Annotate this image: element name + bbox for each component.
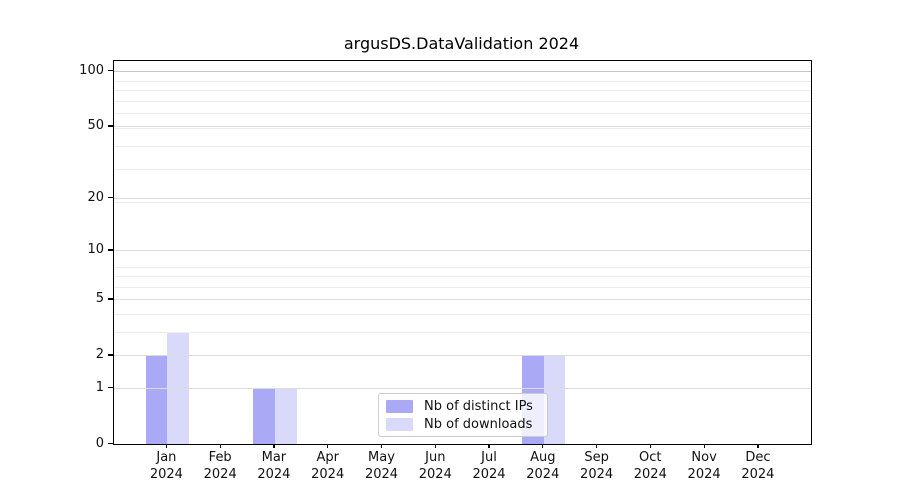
bar-nb-of-distinct-ips-mar (253, 388, 275, 444)
y-tick (108, 387, 113, 389)
x-tick-month: Sep (584, 450, 609, 465)
y-tick (108, 354, 113, 356)
chart-title: argusDS.DataValidation 2024 (343, 34, 580, 53)
bar-nb-of-downloads-mar (274, 388, 297, 444)
x-tick-year: 2024 (364, 467, 399, 482)
x-tick-label-mar: Mar 2024 (242, 449, 306, 483)
y-tick (108, 249, 113, 251)
x-tick-month: Nov (691, 450, 717, 465)
x-tick-label-dec: Dec 2024 (726, 449, 790, 483)
bar-nb-of-downloads-aug (543, 355, 566, 444)
x-tick (649, 444, 651, 448)
x-tick-label-sep: Sep 2024 (565, 449, 629, 483)
y-tick (108, 443, 113, 445)
x-tick (434, 444, 436, 448)
x-tick (165, 444, 168, 448)
x-tick (380, 444, 383, 448)
x-tick-label-feb: Feb 2024 (188, 449, 252, 483)
legend-row-nb-of-distinct-ips: Nb of distinct IPs (386, 399, 539, 414)
legend-label: Nb of downloads (424, 417, 533, 432)
x-tick-month: Mar (261, 450, 287, 465)
x-tick-month: May (368, 450, 395, 465)
x-tick-label-may: May 2024 (350, 449, 414, 483)
x-tick-year: 2024 (526, 467, 560, 482)
legend: Nb of distinct IPs Nb of downloads (378, 393, 548, 437)
y-tick-label: 20 (87, 189, 104, 205)
y-tick-label: 1 (95, 379, 104, 395)
x-tick-month: Dec (745, 450, 771, 465)
y-tick-label: 100 (79, 62, 104, 78)
x-tick-year: 2024 (257, 467, 291, 482)
x-tick-year: 2024 (687, 467, 721, 482)
x-tick-label-oct: Oct 2024 (618, 449, 682, 483)
x-tick-label-apr: Apr 2024 (296, 449, 360, 483)
x-tick-year: 2024 (203, 467, 237, 482)
x-tick (488, 444, 490, 448)
x-tick-year: 2024 (580, 467, 614, 482)
x-tick (703, 444, 705, 448)
x-tick-month: Jul (481, 450, 497, 465)
x-tick-label-jul: Jul 2024 (457, 449, 521, 483)
x-tick-month: Jan (156, 450, 177, 465)
x-tick (327, 444, 329, 448)
legend-swatch-nb-of-distinct-ips (386, 400, 413, 413)
bar-nb-of-downloads-jan (167, 332, 190, 444)
legend-row-nb-of-downloads: Nb of downloads (386, 417, 539, 432)
x-tick-year: 2024 (149, 467, 183, 482)
x-tick (273, 444, 275, 448)
legend-swatch-nb-of-downloads (386, 418, 413, 431)
x-tick-month: Apr (316, 450, 339, 465)
x-tick-year: 2024 (633, 467, 667, 482)
x-tick-label-jan: Jan 2024 (134, 449, 198, 483)
x-tick-year: 2024 (741, 467, 775, 482)
x-tick-year: 2024 (418, 467, 452, 482)
x-tick (219, 444, 221, 448)
plot-area: Nb of distinct IPs Nb of downloads (113, 60, 812, 445)
x-tick-label-aug: Aug 2024 (511, 449, 575, 483)
x-tick (542, 444, 544, 448)
y-tick-label: 10 (87, 241, 104, 257)
bar-nb-of-distinct-ips-jan (145, 355, 168, 444)
x-tick-year: 2024 (472, 467, 506, 482)
x-tick (596, 444, 598, 448)
x-tick-month: Feb (208, 450, 232, 465)
bars-layer (114, 61, 811, 444)
y-tick (108, 125, 113, 127)
x-tick-label-nov: Nov 2024 (672, 449, 736, 483)
x-tick (757, 444, 759, 448)
x-tick-month: Aug (530, 450, 556, 465)
y-tick-label: 50 (87, 117, 104, 133)
x-tick-label-jun: Jun 2024 (403, 449, 467, 483)
y-tick (108, 70, 113, 72)
y-tick-label: 0 (95, 435, 104, 451)
x-tick-month: Jun (425, 450, 446, 465)
x-tick-year: 2024 (311, 467, 345, 482)
y-tick-label: 2 (95, 346, 104, 362)
legend-label: Nb of distinct IPs (424, 399, 533, 414)
y-tick (108, 298, 113, 300)
y-tick (108, 197, 113, 199)
y-tick-label: 5 (95, 290, 104, 306)
x-tick-month: Oct (639, 450, 662, 465)
